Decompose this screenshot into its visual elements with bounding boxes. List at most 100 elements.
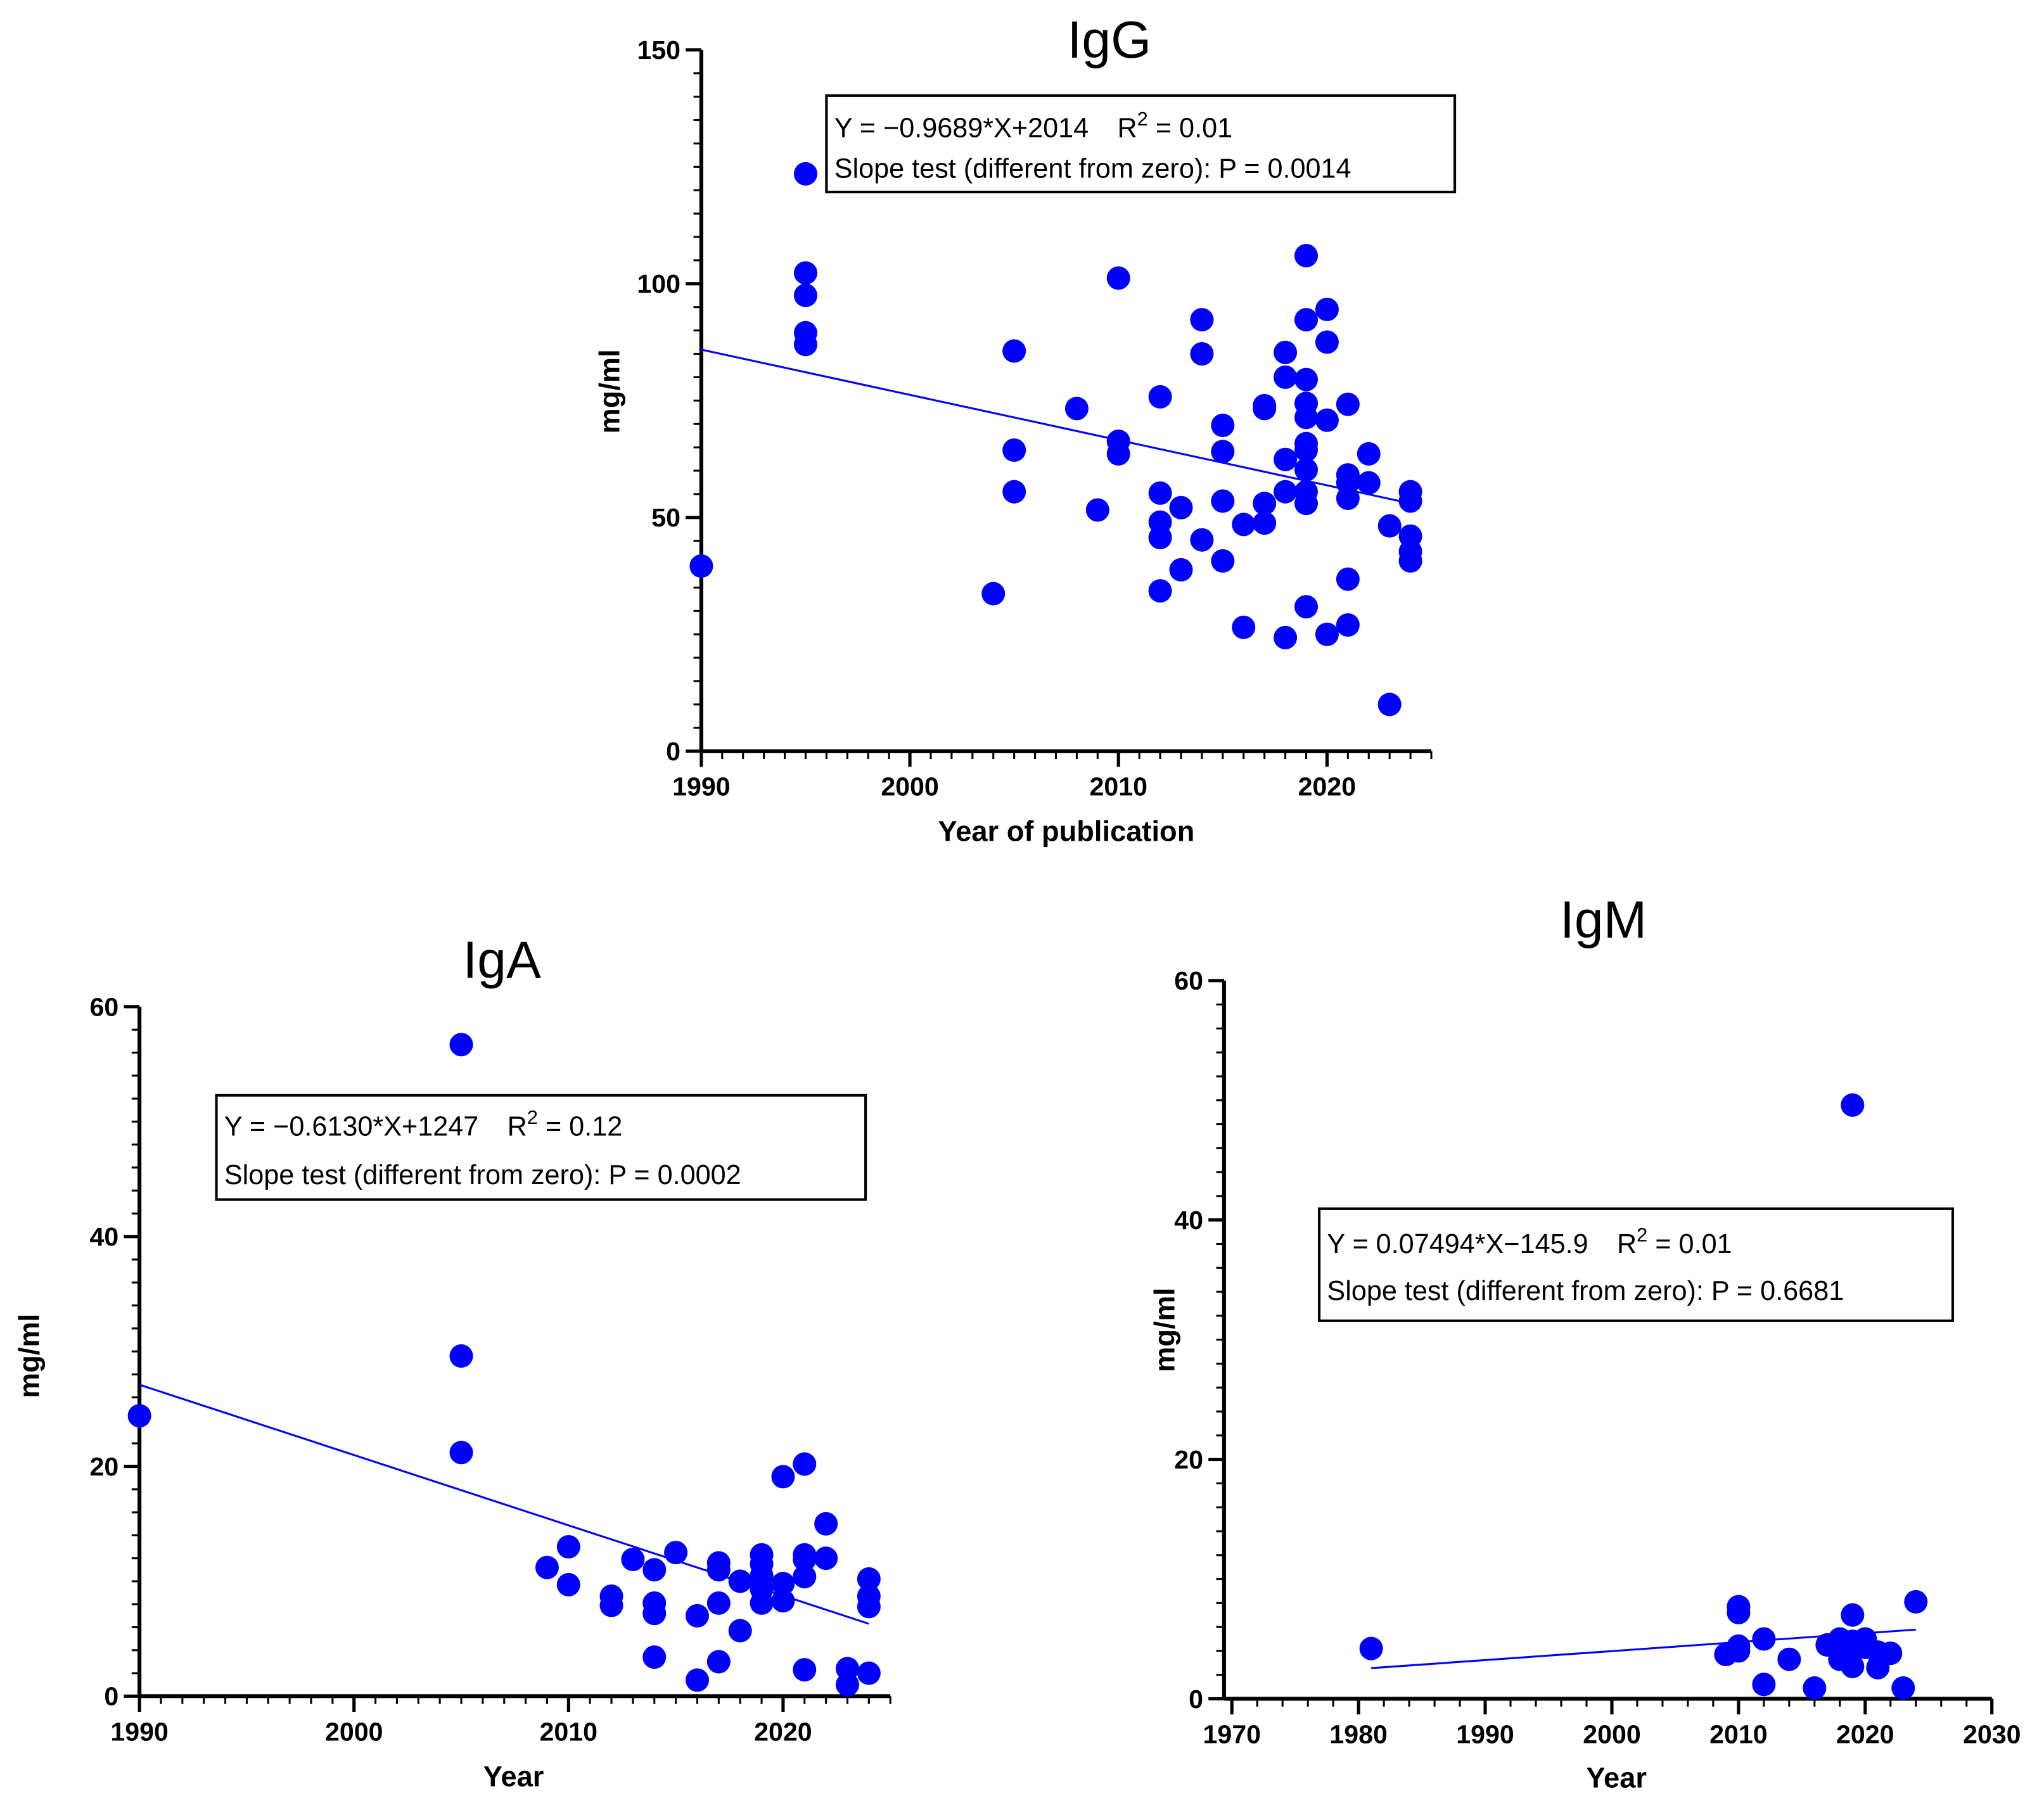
data-point bbox=[1777, 1647, 1801, 1671]
data-point bbox=[1253, 492, 1277, 516]
data-point bbox=[793, 162, 817, 186]
equation: Y = −0.6130*X+1247 bbox=[224, 1112, 478, 1142]
r2-sup: 2 bbox=[527, 1106, 538, 1128]
data-point bbox=[706, 1591, 731, 1615]
data-point bbox=[771, 1572, 795, 1596]
data-point bbox=[1377, 692, 1402, 717]
y-axis-label: mg/ml bbox=[13, 1314, 46, 1398]
y-tick-label: 150 bbox=[637, 35, 680, 65]
y-tick-label: 40 bbox=[89, 1222, 118, 1251]
data-point bbox=[1148, 481, 1172, 505]
data-point bbox=[689, 554, 713, 578]
data-point bbox=[1357, 442, 1381, 466]
data-point bbox=[642, 1602, 667, 1626]
data-point bbox=[1377, 514, 1402, 538]
data-point bbox=[664, 1541, 688, 1565]
x-tick-label: 2010 bbox=[540, 1717, 598, 1746]
annotation-line: Y = −0.9689*X+2014 R2 = 0.01 bbox=[834, 108, 1232, 144]
x-tick-label: 1980 bbox=[1329, 1719, 1387, 1749]
data-point bbox=[981, 582, 1006, 606]
data-point bbox=[1169, 558, 1193, 582]
chart: 1990 2000 2010 2020 0 20 40 60 IgA Year mg/ml Y = −… bbox=[13, 932, 891, 1792]
data-point bbox=[1002, 438, 1026, 462]
data-point bbox=[449, 1033, 473, 1057]
x-tick-label: 2020 bbox=[1298, 772, 1357, 801]
x-tick-label: 2000 bbox=[1583, 1719, 1641, 1749]
y-tick-label: 20 bbox=[1174, 1445, 1203, 1474]
data-point bbox=[857, 1661, 881, 1685]
data-point bbox=[793, 283, 817, 307]
data-point bbox=[621, 1547, 645, 1571]
r2-sup: 2 bbox=[1637, 1223, 1647, 1246]
data-point bbox=[835, 1673, 860, 1697]
data-point bbox=[1002, 339, 1026, 363]
y-tick-label: 50 bbox=[651, 503, 680, 532]
data-point bbox=[1253, 511, 1277, 535]
data-point bbox=[793, 1565, 817, 1589]
data-point bbox=[1148, 385, 1172, 409]
x-axis-label: Year bbox=[1586, 1761, 1647, 1794]
data-point bbox=[1727, 1639, 1751, 1663]
r2-value: = 0.01 bbox=[1148, 113, 1232, 144]
x-tick-label: 2000 bbox=[325, 1717, 383, 1746]
data-point bbox=[1359, 1636, 1383, 1660]
data-point bbox=[1891, 1676, 1915, 1700]
data-point bbox=[1336, 613, 1360, 637]
r2-value: = 0.01 bbox=[1647, 1229, 1732, 1259]
data-point bbox=[857, 1567, 881, 1591]
y-tick-label: 0 bbox=[1189, 1685, 1203, 1714]
x-tick-label: 2010 bbox=[1089, 772, 1147, 801]
annotation-line: Y = 0.07494*X−145.9 R2 = 0.01 bbox=[1327, 1223, 1732, 1259]
equation: Y = 0.07494*X−145.9 bbox=[1327, 1229, 1588, 1259]
data-point bbox=[599, 1593, 623, 1617]
data-point bbox=[1294, 438, 1319, 462]
slope-test: Slope test (different from zero): P = 0.… bbox=[224, 1160, 741, 1190]
data-point bbox=[1879, 1641, 1903, 1666]
data-point bbox=[1106, 442, 1130, 466]
x-tick-label: 1990 bbox=[1456, 1719, 1514, 1749]
data-point bbox=[771, 1465, 795, 1489]
data-point bbox=[1294, 367, 1319, 392]
data-point bbox=[1169, 495, 1193, 519]
data-point bbox=[449, 1344, 473, 1368]
data-point bbox=[1315, 408, 1339, 432]
y-axis-label: mg/ml bbox=[1149, 1288, 1181, 1372]
equation: Y = −0.9689*X+2014 bbox=[834, 113, 1089, 144]
y-tick-label: 60 bbox=[89, 992, 118, 1021]
x-tick-label: 2000 bbox=[881, 772, 938, 801]
data-point bbox=[1211, 489, 1235, 513]
annotation-box bbox=[1318, 1207, 1955, 1322]
data-point bbox=[793, 1658, 817, 1682]
data-point bbox=[1002, 480, 1026, 504]
data-point bbox=[1148, 525, 1172, 550]
data-point bbox=[1190, 308, 1214, 332]
data-point bbox=[1294, 457, 1319, 482]
data-point bbox=[1274, 480, 1298, 504]
y-axis-label: mg/ml bbox=[593, 349, 625, 433]
data-point bbox=[1336, 392, 1360, 416]
data-point bbox=[1232, 513, 1256, 537]
chart-title: IgG bbox=[1068, 11, 1152, 69]
data-point bbox=[1274, 340, 1298, 364]
data-point bbox=[642, 1645, 667, 1669]
x-tick-label: 1990 bbox=[672, 772, 731, 801]
data-point bbox=[1336, 486, 1360, 511]
y-tick-label: 0 bbox=[666, 737, 680, 766]
data-point bbox=[642, 1558, 667, 1582]
data-point bbox=[1148, 579, 1172, 603]
data-point bbox=[1841, 1654, 1865, 1678]
chart: 1990 2000 2010 2020 0 50 100 150 IgG Year of publ… bbox=[593, 11, 1457, 848]
data-point bbox=[793, 333, 817, 357]
data-point bbox=[814, 1546, 838, 1571]
r2-symbol: R bbox=[1617, 1229, 1637, 1259]
data-point bbox=[685, 1668, 709, 1692]
slope-test: Slope test (different from zero): P = 0.… bbox=[1327, 1276, 1844, 1306]
data-point bbox=[449, 1441, 473, 1465]
annotation-line: Y = −0.6130*X+1247 R2 = 0.12 bbox=[224, 1106, 622, 1142]
data-point bbox=[1274, 365, 1298, 389]
data-point bbox=[1211, 413, 1235, 437]
data-point bbox=[556, 1572, 580, 1596]
y-tick-label: 100 bbox=[637, 269, 680, 298]
r2-sup: 2 bbox=[1137, 108, 1148, 130]
